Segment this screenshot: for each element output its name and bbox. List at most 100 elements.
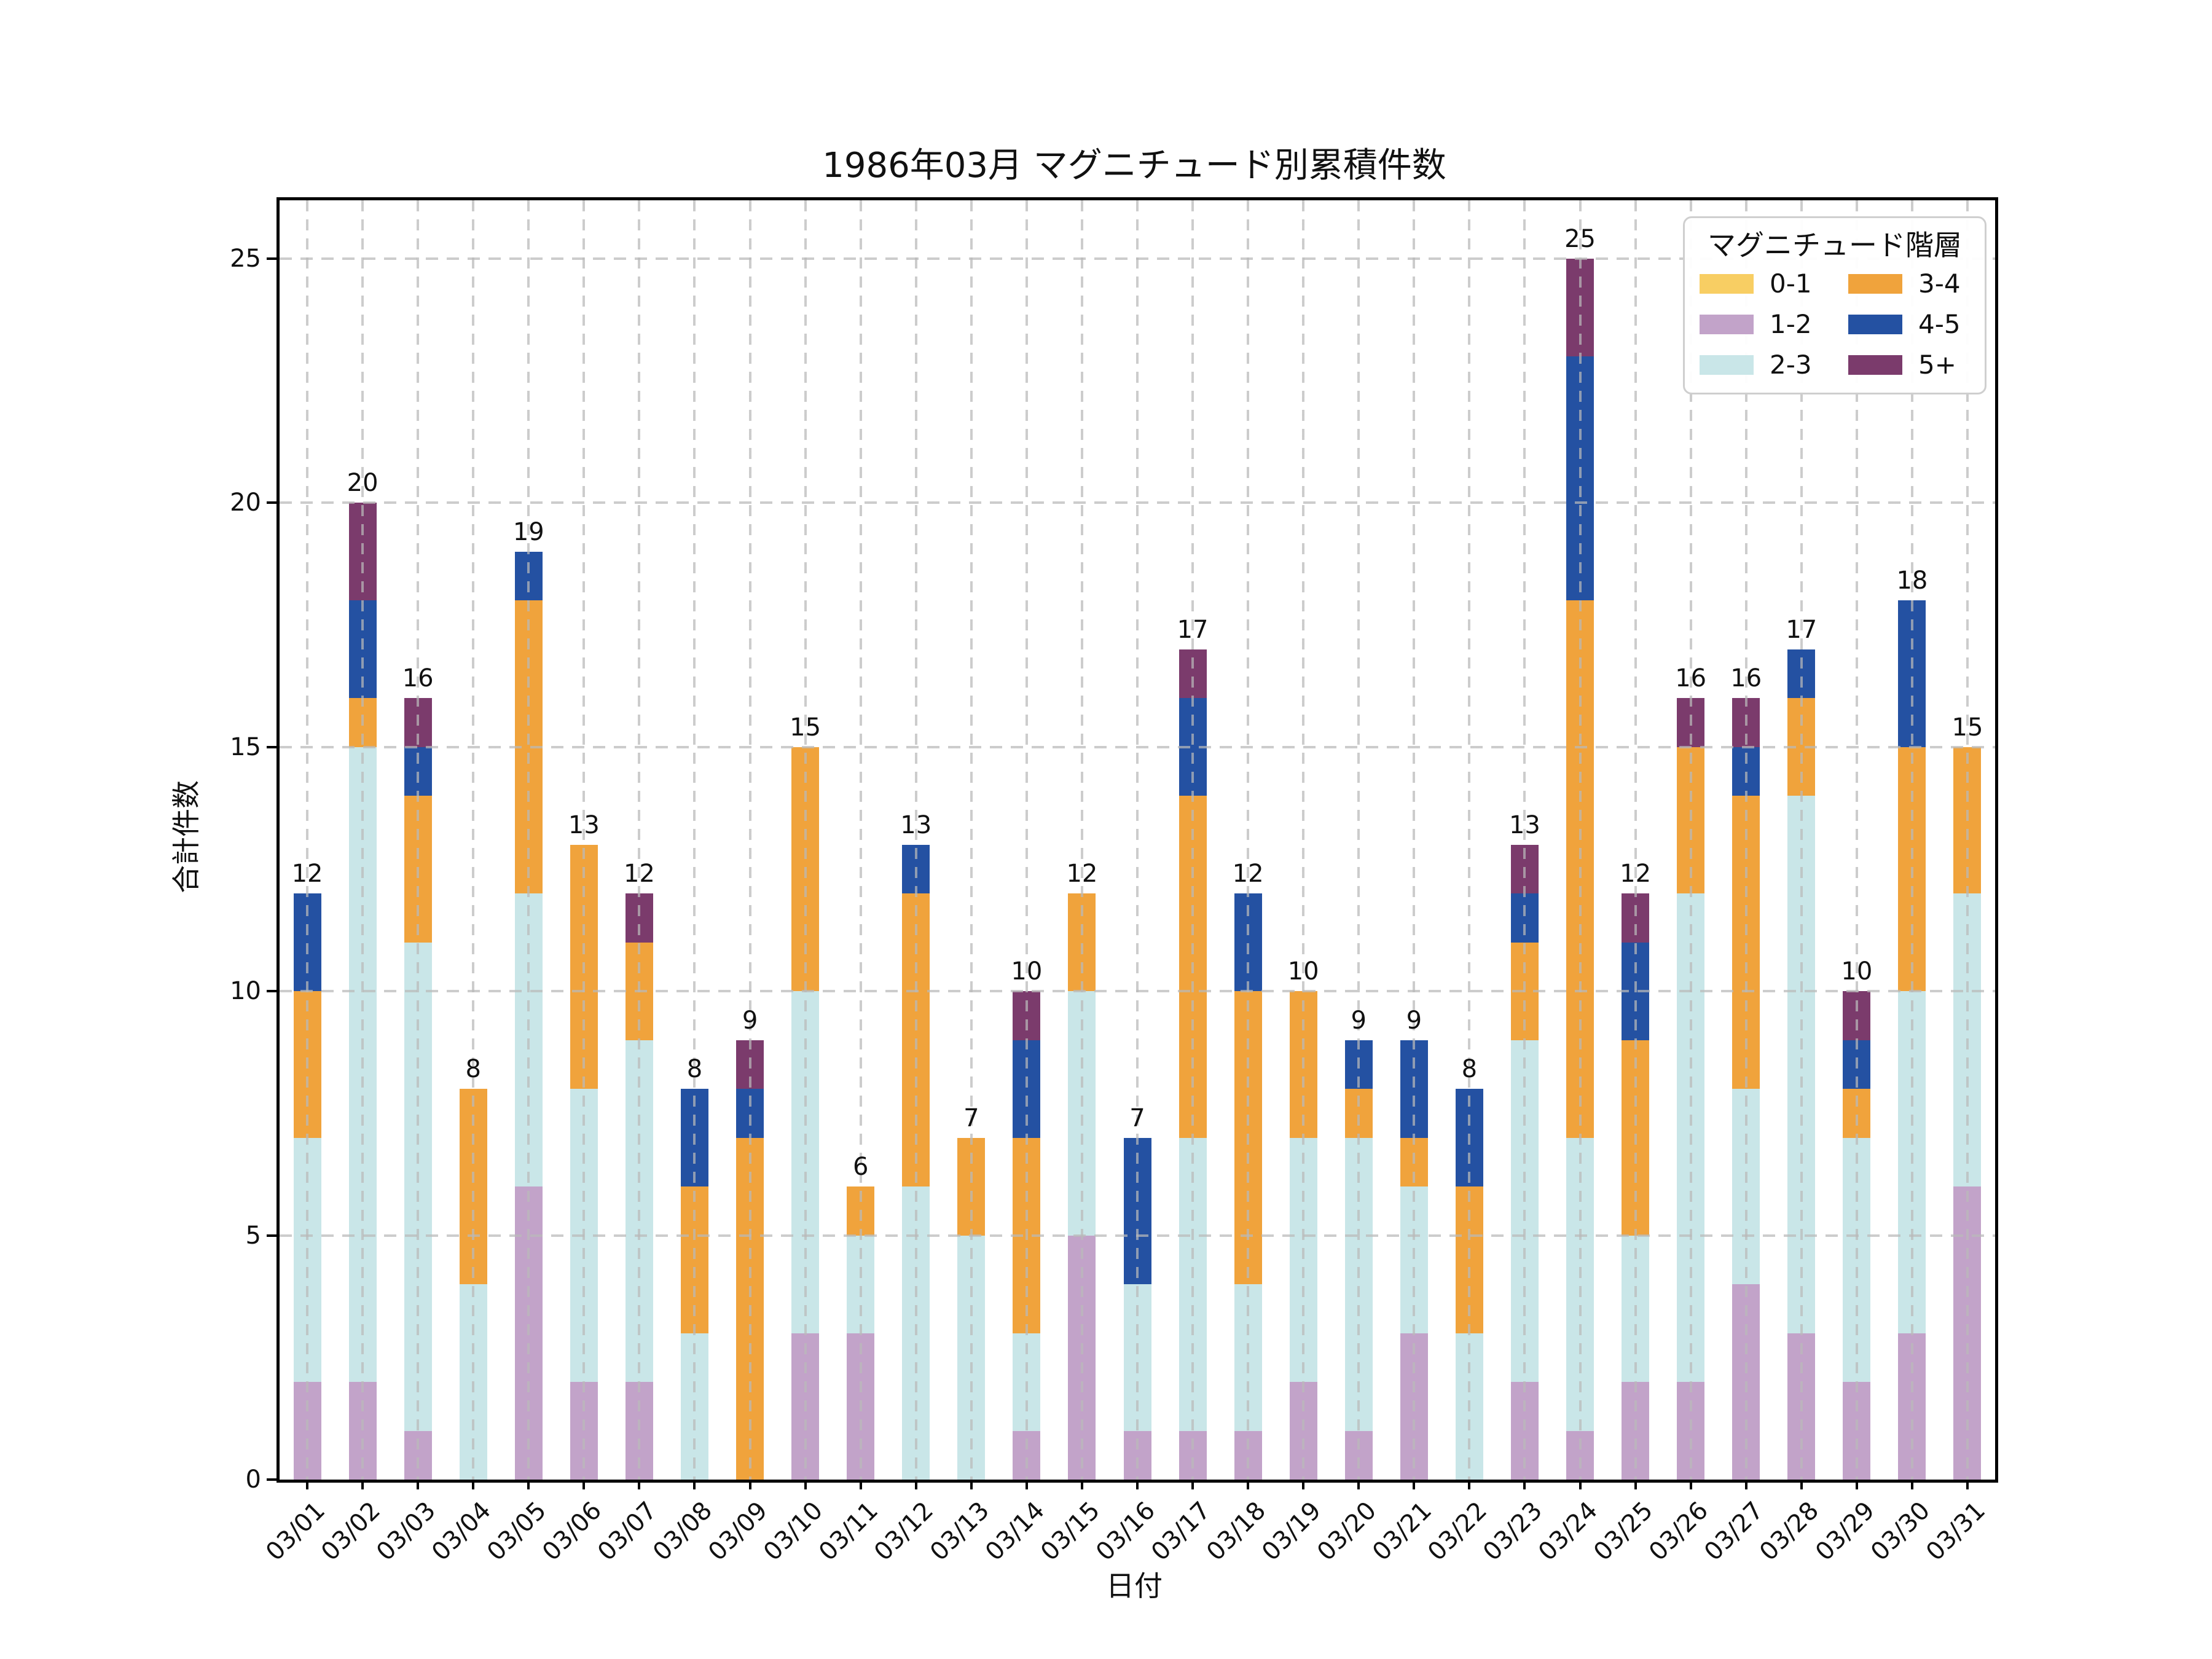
x-tick-label: 03/24 bbox=[1533, 1496, 1604, 1567]
x-tick-label: 03/27 bbox=[1699, 1496, 1770, 1567]
x-tick-mark bbox=[582, 1480, 586, 1489]
v-gridline bbox=[1468, 200, 1471, 1480]
v-gridline bbox=[693, 200, 696, 1480]
y-tick-mark bbox=[267, 257, 276, 260]
v-gridline bbox=[417, 200, 420, 1480]
v-gridline bbox=[582, 200, 586, 1480]
bar-total-label: 20 bbox=[347, 469, 378, 497]
y-tick-label: 25 bbox=[230, 244, 261, 273]
x-tick-mark bbox=[1855, 1480, 1858, 1489]
x-tick-mark bbox=[1689, 1480, 1692, 1489]
legend-entry-label: 5+ bbox=[1918, 350, 1956, 380]
bar-total-label: 17 bbox=[1177, 615, 1209, 644]
v-gridline bbox=[1800, 200, 1803, 1480]
x-tick-label: 03/26 bbox=[1644, 1496, 1714, 1567]
bar-total-label: 10 bbox=[1011, 957, 1043, 986]
bar-total-label: 16 bbox=[1675, 664, 1707, 692]
x-tick-mark bbox=[1357, 1480, 1360, 1489]
legend-entries: 0-1 1-2 2-3 3-4 4-5 5+ bbox=[1700, 270, 1970, 379]
x-tick-mark bbox=[1744, 1480, 1747, 1489]
v-gridline bbox=[361, 200, 364, 1480]
legend-swatch-3-4 bbox=[1848, 274, 1902, 294]
bar-total-label: 18 bbox=[1896, 567, 1928, 595]
x-tick-label: 03/22 bbox=[1422, 1496, 1493, 1567]
v-gridline bbox=[527, 200, 530, 1480]
bar-total-label: 12 bbox=[623, 860, 655, 888]
x-tick-mark bbox=[1413, 1480, 1416, 1489]
x-tick-label: 03/23 bbox=[1478, 1496, 1548, 1567]
v-gridline bbox=[1247, 200, 1250, 1480]
bar-total-label: 8 bbox=[1461, 1055, 1478, 1083]
y-tick-label: 10 bbox=[230, 977, 261, 1005]
bar-total-label: 7 bbox=[1129, 1104, 1145, 1132]
x-tick-label: 03/19 bbox=[1256, 1496, 1327, 1567]
v-gridline bbox=[306, 200, 309, 1480]
x-tick-label: 03/08 bbox=[648, 1496, 718, 1567]
bar-total-label: 13 bbox=[1508, 810, 1540, 839]
v-gridline bbox=[859, 200, 862, 1480]
y-tick-mark bbox=[267, 1234, 276, 1237]
legend-entry-0-1: 0-1 bbox=[1700, 270, 1821, 298]
plot-area: マグニチュード階層 0-1 1-2 2-3 3-4 4-5 5+ 0 5 10 15 20 25 12… bbox=[230, 197, 1998, 1566]
legend-entry-4-5: 4-5 bbox=[1848, 310, 1970, 339]
x-tick-label: 03/03 bbox=[371, 1496, 441, 1567]
x-tick-mark bbox=[693, 1480, 696, 1489]
x-tick-label: 03/05 bbox=[482, 1496, 552, 1567]
x-tick-mark bbox=[1579, 1480, 1582, 1489]
x-tick-label: 03/17 bbox=[1145, 1496, 1216, 1567]
bar-total-label: 12 bbox=[1066, 860, 1098, 888]
x-tick-label: 03/12 bbox=[869, 1496, 939, 1567]
x-axis-label: 日付 bbox=[1106, 1569, 1163, 1602]
x-tick-label: 03/30 bbox=[1865, 1496, 1936, 1567]
x-tick-mark bbox=[1910, 1480, 1913, 1489]
x-tick-mark bbox=[417, 1480, 420, 1489]
bar-total-label: 15 bbox=[1951, 713, 1983, 742]
x-tick-mark bbox=[1302, 1480, 1305, 1489]
legend-swatch-0-1 bbox=[1700, 274, 1754, 294]
legend-entry-label: 3-4 bbox=[1918, 269, 1961, 299]
x-tick-label: 03/16 bbox=[1090, 1496, 1161, 1567]
v-gridline bbox=[1744, 200, 1747, 1480]
bar-total-label: 10 bbox=[1841, 957, 1873, 986]
x-tick-mark bbox=[914, 1480, 917, 1489]
x-tick-label: 03/31 bbox=[1920, 1496, 1991, 1567]
bar-total-label: 6 bbox=[852, 1153, 869, 1181]
x-tick-label: 03/02 bbox=[315, 1496, 386, 1567]
x-tick-mark bbox=[1966, 1480, 1969, 1489]
bar-total-label: 7 bbox=[963, 1104, 979, 1132]
legend-swatch-1-2 bbox=[1700, 315, 1754, 334]
v-gridline bbox=[638, 200, 641, 1480]
v-gridline bbox=[748, 200, 751, 1480]
bar-total-label: 16 bbox=[1730, 664, 1762, 692]
bar-total-label: 9 bbox=[742, 1006, 758, 1035]
x-tick-mark bbox=[306, 1480, 309, 1489]
v-gridline bbox=[804, 200, 807, 1480]
v-gridline bbox=[1302, 200, 1305, 1480]
bar-total-label: 9 bbox=[1351, 1006, 1367, 1035]
x-tick-label: 03/20 bbox=[1312, 1496, 1382, 1567]
x-tick-mark bbox=[1247, 1480, 1250, 1489]
bar-total-label: 10 bbox=[1287, 957, 1319, 986]
legend-swatch-5+ bbox=[1848, 355, 1902, 375]
x-tick-mark bbox=[1800, 1480, 1803, 1489]
v-gridline bbox=[1579, 200, 1582, 1480]
x-tick-mark bbox=[1136, 1480, 1139, 1489]
v-gridline bbox=[1689, 200, 1692, 1480]
legend-entry-label: 1-2 bbox=[1770, 309, 1812, 339]
y-tick-label: 5 bbox=[245, 1221, 261, 1250]
bar-total-label: 9 bbox=[1406, 1006, 1422, 1035]
y-tick-mark bbox=[267, 745, 276, 748]
v-gridline bbox=[1136, 200, 1139, 1480]
y-tick-label: 0 bbox=[245, 1465, 261, 1494]
x-tick-mark bbox=[1025, 1480, 1028, 1489]
v-gridline bbox=[1080, 200, 1083, 1480]
x-tick-mark bbox=[859, 1480, 862, 1489]
legend-title: マグニチュード階層 bbox=[1708, 229, 1962, 262]
x-tick-label: 03/28 bbox=[1754, 1496, 1825, 1567]
bar-total-label: 13 bbox=[900, 810, 932, 839]
x-tick-mark bbox=[1468, 1480, 1471, 1489]
x-tick-mark bbox=[472, 1480, 475, 1489]
bar-total-label: 13 bbox=[568, 810, 600, 839]
chart-title: 1986年03月 マグニチュード別累積件数 bbox=[822, 146, 1446, 186]
bar-total-label: 12 bbox=[1620, 860, 1652, 888]
